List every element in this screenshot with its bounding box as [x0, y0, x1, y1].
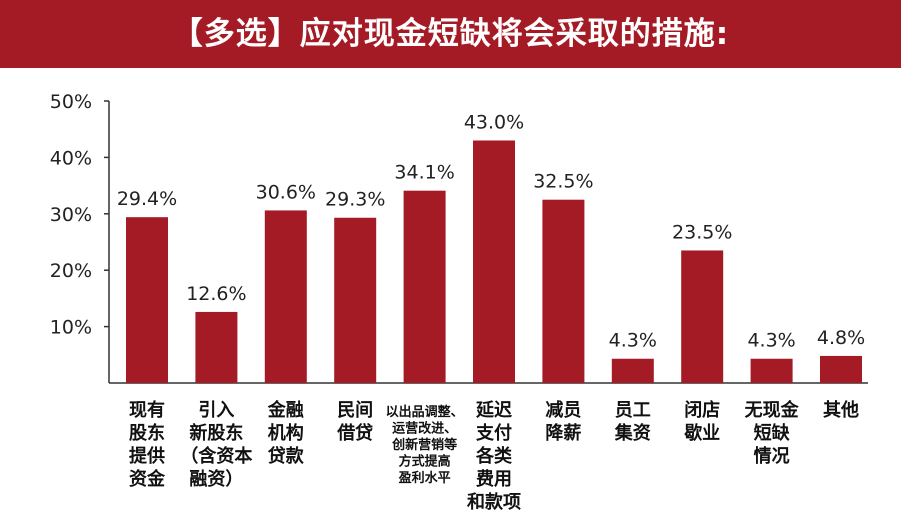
category-labels: 现有股东提供资金引入新股东（含资本融资）金融机构贷款民间借贷以出品调整、运营改进…	[128, 399, 859, 513]
bar	[264, 210, 307, 383]
category-label: 引入新股东（含资本融资）	[180, 400, 252, 490]
category-label-line: 股东	[128, 422, 165, 444]
category-label-line: 降薪	[545, 422, 581, 444]
bar-chart: 10% 20% 30% 40% 50% 29.4% 12.6% 30.6% 29.3% 34.1…	[50, 91, 868, 513]
value-label: 4.8%	[817, 327, 865, 349]
value-label: 43.0%	[464, 111, 524, 133]
chart-title: 【多选】应对现金短缺将会采取的措施:	[0, 0, 901, 68]
category-label-line: 各类	[475, 445, 513, 467]
value-label: 29.4%	[117, 188, 177, 210]
value-label: 32.5%	[533, 171, 593, 193]
bar	[611, 358, 654, 383]
category-label-line: 盈利水平	[398, 470, 451, 486]
bar	[334, 217, 377, 383]
bars	[126, 140, 862, 383]
category-label-line: 现有	[129, 399, 165, 421]
category-label-line: 支付	[475, 422, 512, 444]
category-label: 现有股东提供资金	[128, 399, 166, 490]
value-labels: 29.4% 12.6% 30.6% 29.3% 34.1% 43.0% 32.5% 4.3% 2…	[117, 111, 865, 351]
category-label-line: 方式提高	[399, 454, 451, 470]
value-label: 34.1%	[394, 162, 454, 184]
category-label-line: 引入	[198, 400, 234, 421]
category-label-line: 无现金	[745, 399, 800, 421]
category-label-line: 金融	[267, 399, 304, 421]
bar	[403, 190, 446, 383]
bar	[750, 358, 793, 383]
category-label: 金融机构贷款	[267, 399, 305, 467]
category-label: 减员降薪	[545, 399, 581, 444]
category-label: 无现金短缺情况	[745, 399, 800, 467]
category-label-line: 情况	[754, 446, 790, 467]
y-tick-label: 50%	[50, 91, 92, 113]
y-tick-label: 40%	[50, 147, 92, 169]
category-label: 民间借贷	[336, 400, 373, 444]
category-label-line: 贷款	[268, 445, 305, 467]
category-label-line: 歇业	[683, 422, 720, 444]
category-label-line: 资金	[129, 468, 166, 490]
value-label: 4.3%	[747, 330, 795, 352]
category-label: 延迟支付各类费用和款项	[467, 400, 521, 513]
category-label-line: （含资本	[180, 445, 252, 467]
category-label-line: 提供	[129, 445, 165, 467]
value-label: 23.5%	[672, 221, 732, 243]
category-label-line: 闭店	[684, 399, 720, 421]
category-label-line: 民间	[337, 400, 373, 421]
category-label-line: 集资	[614, 422, 651, 444]
category-label-line: 和款项	[467, 491, 521, 513]
y-tick-label: 10%	[50, 317, 92, 339]
bar	[681, 250, 724, 383]
bar	[820, 355, 862, 383]
category-label-line: 其他	[823, 399, 859, 421]
category-label: 闭店歇业	[683, 399, 720, 444]
y-tick-label: 20%	[50, 260, 92, 282]
value-label: 12.6%	[186, 283, 246, 305]
category-label-line: 融资）	[189, 468, 243, 490]
value-label: 29.3%	[325, 189, 385, 211]
category-label-line: 减员	[545, 399, 581, 421]
category-label-line: 创新营销等	[391, 437, 457, 453]
category-label-line: 延迟	[475, 400, 512, 421]
category-label-line: 机构	[268, 422, 304, 444]
bar	[195, 311, 238, 383]
category-label-line: 费用	[476, 469, 512, 490]
category-label: 以出品调整、运营改进、创新营销等方式提高盈利水平	[386, 404, 464, 486]
bar	[126, 217, 168, 383]
value-label: 4.3%	[609, 330, 657, 352]
bar	[542, 199, 585, 383]
y-axis: 10% 20% 30% 40% 50%	[50, 91, 868, 384]
category-label-line: 运营改进、	[392, 421, 457, 437]
bar	[473, 140, 515, 383]
category-label-line: 以出品调整、	[386, 404, 464, 420]
y-tick-label: 30%	[50, 204, 92, 226]
category-label-line: 新股东	[189, 422, 243, 444]
category-label: 其他	[823, 399, 859, 421]
value-label: 30.6%	[256, 181, 316, 203]
category-label: 员工集资	[614, 400, 651, 444]
category-label-line: 短缺	[754, 422, 791, 444]
category-label-line: 借贷	[336, 422, 373, 444]
category-label-line: 员工	[615, 400, 651, 421]
